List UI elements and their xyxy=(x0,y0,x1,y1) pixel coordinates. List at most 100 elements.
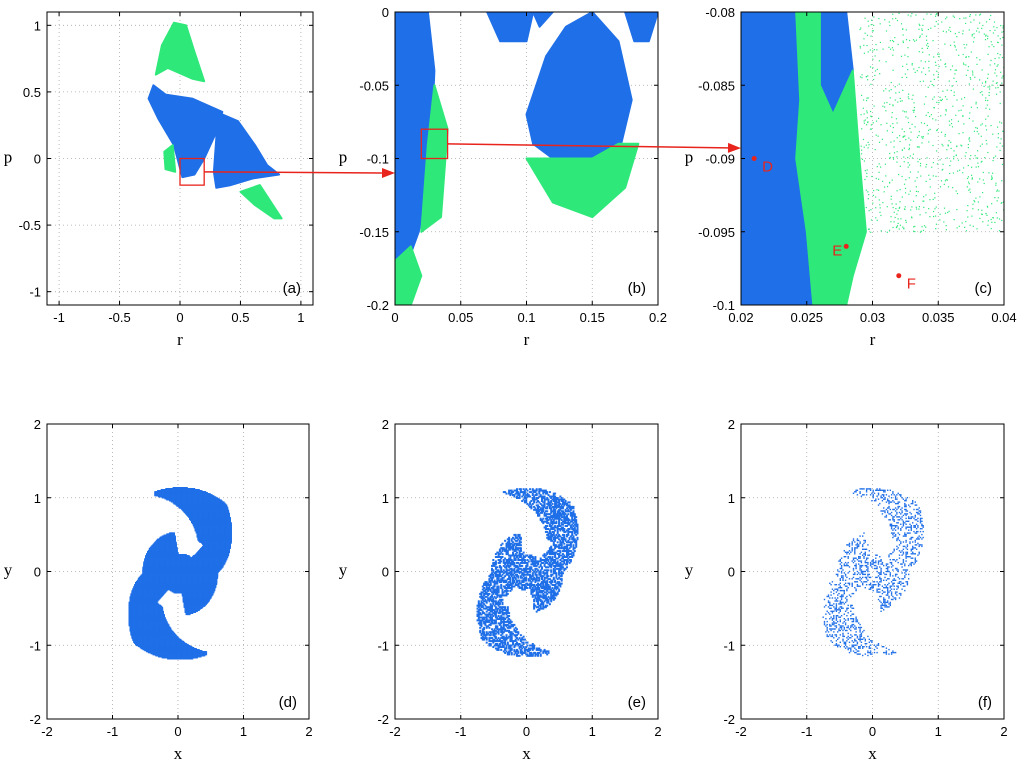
data-point xyxy=(945,109,947,111)
data-point xyxy=(859,28,861,31)
data-point xyxy=(958,54,960,56)
data-point xyxy=(926,47,929,49)
data-point xyxy=(873,24,875,27)
data-point xyxy=(879,41,882,44)
data-point xyxy=(909,190,911,192)
data-point xyxy=(965,64,967,66)
marked-point-e xyxy=(843,243,849,249)
data-point xyxy=(928,208,930,210)
data-point xyxy=(955,114,957,116)
data-point xyxy=(907,166,909,168)
data-point xyxy=(950,119,953,121)
y-tick-label: 0.5 xyxy=(23,85,41,100)
data-point xyxy=(897,218,899,220)
data-point xyxy=(985,129,988,131)
data-point xyxy=(903,156,905,158)
data-point xyxy=(925,163,928,166)
x-tick-label: 0 xyxy=(176,310,183,325)
data-point xyxy=(946,157,948,159)
data-point xyxy=(893,40,895,43)
data-point xyxy=(974,76,976,78)
data-point xyxy=(966,44,968,46)
data-point xyxy=(908,144,911,146)
data-point xyxy=(937,73,940,76)
data-point xyxy=(940,59,942,61)
data-point xyxy=(904,135,906,137)
series-green-region xyxy=(795,12,867,305)
data-point xyxy=(976,157,979,159)
data-point xyxy=(999,91,1001,93)
data-point xyxy=(979,196,981,198)
data-point xyxy=(911,206,913,208)
data-point xyxy=(985,34,987,36)
data-point xyxy=(941,98,943,101)
data-point xyxy=(998,218,1001,220)
data-point xyxy=(985,125,987,127)
data-point xyxy=(886,101,888,104)
data-point xyxy=(981,213,983,216)
data-point xyxy=(902,136,904,138)
data-point xyxy=(898,207,900,209)
data-point xyxy=(991,203,993,205)
data-point xyxy=(907,121,910,124)
data-point xyxy=(971,177,973,179)
data-point xyxy=(985,97,987,99)
point-label-e: E xyxy=(832,242,842,259)
data-point xyxy=(934,15,937,17)
data-point xyxy=(980,135,982,137)
data-point xyxy=(893,140,895,142)
data-point xyxy=(870,124,872,126)
data-point xyxy=(997,86,999,89)
data-point xyxy=(987,220,989,222)
data-point xyxy=(865,206,867,209)
data-point xyxy=(912,109,914,112)
x-tick-label: 0.03 xyxy=(860,310,885,325)
data-point xyxy=(962,115,964,117)
data-point xyxy=(963,123,965,125)
data-point xyxy=(988,46,990,48)
data-point xyxy=(991,178,993,180)
data-point xyxy=(867,141,869,144)
data-point xyxy=(867,191,869,193)
x-axis-label: r xyxy=(177,330,183,349)
data-point xyxy=(866,117,868,119)
data-point xyxy=(970,166,973,168)
data-point xyxy=(865,76,867,78)
marked-point-d xyxy=(751,156,757,161)
data-point xyxy=(862,99,865,101)
data-point xyxy=(901,128,903,130)
data-point xyxy=(913,106,916,109)
data-point xyxy=(955,69,958,71)
data-point xyxy=(939,159,941,161)
data-point xyxy=(904,187,907,190)
data-point xyxy=(893,221,895,223)
data-point xyxy=(866,97,868,99)
data-point xyxy=(879,207,881,209)
data-point xyxy=(876,219,878,221)
data-point xyxy=(947,211,949,214)
x-tick-label: 0.035 xyxy=(922,310,955,325)
data-point xyxy=(879,73,881,75)
marked-point-f xyxy=(896,273,902,279)
data-point xyxy=(879,211,881,213)
data-point xyxy=(994,29,996,31)
data-point xyxy=(936,70,938,72)
data-point xyxy=(995,184,997,186)
data-point xyxy=(927,111,929,114)
data-point xyxy=(904,73,906,75)
data-point xyxy=(969,224,971,226)
data-point xyxy=(889,125,892,127)
data-point xyxy=(939,219,941,221)
data-point xyxy=(923,122,926,125)
data-point xyxy=(972,225,974,227)
data-point xyxy=(925,226,927,228)
data-point xyxy=(903,135,905,138)
data-point xyxy=(987,99,989,102)
data-point xyxy=(965,74,967,76)
data-point xyxy=(861,196,863,198)
data-point xyxy=(962,53,964,56)
data-point xyxy=(980,161,982,163)
data-point xyxy=(963,43,965,46)
data-point xyxy=(863,146,865,148)
data-point xyxy=(927,45,929,48)
